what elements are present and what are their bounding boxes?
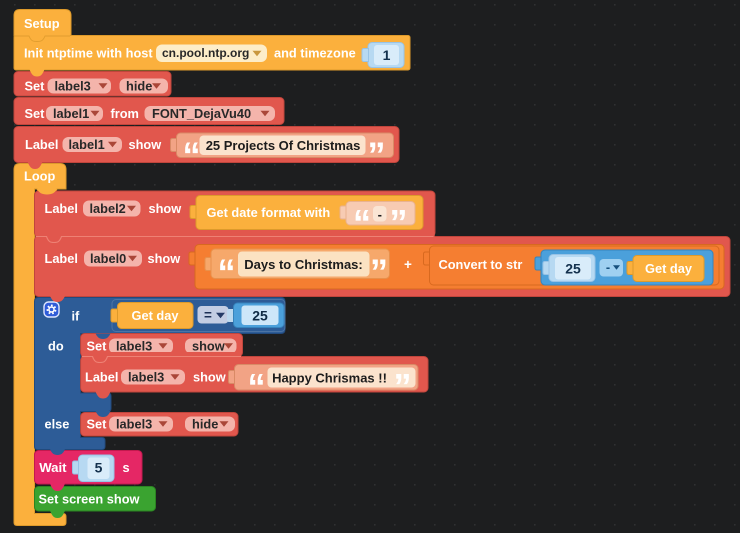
svg-text:“: “ — [218, 252, 236, 293]
svg-text:Get date format with: Get date format with — [207, 205, 331, 220]
svg-text:Set: Set — [25, 79, 46, 94]
svg-text:=: = — [204, 308, 212, 323]
svg-text:label3: label3 — [55, 79, 91, 94]
svg-text:Label: Label — [45, 201, 78, 216]
svg-text:Set: Set — [87, 339, 108, 354]
svg-text:cn.pool.ntp.org: cn.pool.ntp.org — [162, 46, 249, 60]
svg-text:Label: Label — [45, 251, 78, 266]
svg-text:Setup: Setup — [24, 16, 60, 31]
svg-text:hide: hide — [126, 79, 152, 94]
svg-text:show: show — [129, 137, 162, 152]
svg-text:do: do — [48, 339, 64, 354]
svg-text:Label: Label — [85, 370, 118, 385]
svg-text:label2: label2 — [90, 201, 126, 216]
svg-text:+: + — [404, 257, 412, 272]
svg-text:and timezone: and timezone — [274, 46, 356, 61]
svg-text:Loop: Loop — [24, 169, 55, 184]
svg-text:25 Projects Of Christmas: 25 Projects Of Christmas — [206, 138, 361, 153]
svg-text:”: ” — [368, 135, 386, 176]
svg-text:“: “ — [248, 366, 266, 407]
svg-text:Set: Set — [87, 417, 108, 432]
svg-text:Get day: Get day — [132, 308, 180, 323]
svg-text:-: - — [606, 260, 610, 275]
svg-text:from: from — [111, 106, 139, 121]
svg-text:show: show — [192, 339, 225, 354]
svg-text:label1: label1 — [69, 137, 105, 152]
svg-text:else: else — [45, 417, 70, 432]
svg-text:Init ntptime with host: Init ntptime with host — [24, 46, 153, 61]
svg-text:Set: Set — [25, 106, 46, 121]
svg-text:Label: Label — [25, 137, 58, 152]
svg-text:if: if — [72, 309, 81, 324]
svg-text:Wait: Wait — [39, 460, 67, 475]
svg-text:label3: label3 — [116, 339, 152, 354]
svg-text:25: 25 — [252, 308, 268, 324]
svg-text:-: - — [378, 207, 382, 222]
svg-text:Happy Chrismas !!: Happy Chrismas !! — [272, 371, 387, 386]
svg-text:Convert to str: Convert to str — [439, 257, 523, 272]
svg-text:Get day: Get day — [645, 261, 693, 276]
svg-text:25: 25 — [565, 261, 581, 277]
svg-text:1: 1 — [383, 47, 391, 63]
svg-text:label1: label1 — [53, 106, 89, 121]
svg-text:Set screen show: Set screen show — [39, 492, 140, 507]
svg-text:”: ” — [370, 252, 388, 293]
svg-text:show: show — [149, 201, 182, 216]
svg-text:s: s — [123, 460, 130, 475]
svg-text:show: show — [193, 370, 226, 385]
svg-text:label0: label0 — [90, 251, 126, 266]
svg-text:5: 5 — [95, 460, 103, 476]
svg-text:label3: label3 — [128, 370, 164, 385]
svg-text:show: show — [148, 251, 181, 266]
svg-text:hide: hide — [192, 417, 218, 432]
svg-text:label3: label3 — [116, 417, 152, 432]
svg-text:”: ” — [394, 366, 412, 407]
svg-text:FONT_DejaVu40: FONT_DejaVu40 — [152, 106, 251, 121]
svg-text:“: “ — [183, 135, 201, 176]
svg-text:Days to Christmas:: Days to Christmas: — [244, 257, 362, 272]
